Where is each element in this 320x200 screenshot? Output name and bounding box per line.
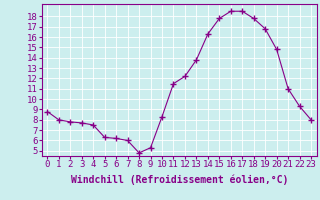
X-axis label: Windchill (Refroidissement éolien,°C): Windchill (Refroidissement éolien,°C) (70, 175, 288, 185)
